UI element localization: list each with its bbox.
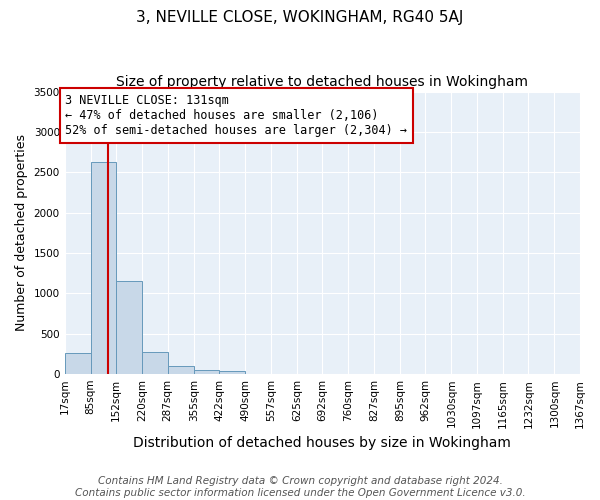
Y-axis label: Number of detached properties: Number of detached properties bbox=[15, 134, 28, 332]
Bar bbox=[65, 353, 91, 374]
Bar bbox=[142, 352, 168, 374]
Bar bbox=[219, 371, 245, 374]
Text: Contains HM Land Registry data © Crown copyright and database right 2024.
Contai: Contains HM Land Registry data © Crown c… bbox=[74, 476, 526, 498]
Title: Size of property relative to detached houses in Wokingham: Size of property relative to detached ho… bbox=[116, 75, 529, 89]
Bar bbox=[168, 366, 194, 374]
Bar bbox=[194, 370, 219, 374]
Bar bbox=[91, 162, 116, 374]
Text: 3 NEVILLE CLOSE: 131sqm
← 47% of detached houses are smaller (2,106)
52% of semi: 3 NEVILLE CLOSE: 131sqm ← 47% of detache… bbox=[65, 94, 407, 138]
Bar bbox=[116, 281, 142, 374]
X-axis label: Distribution of detached houses by size in Wokingham: Distribution of detached houses by size … bbox=[133, 436, 511, 450]
Text: 3, NEVILLE CLOSE, WOKINGHAM, RG40 5AJ: 3, NEVILLE CLOSE, WOKINGHAM, RG40 5AJ bbox=[136, 10, 464, 25]
